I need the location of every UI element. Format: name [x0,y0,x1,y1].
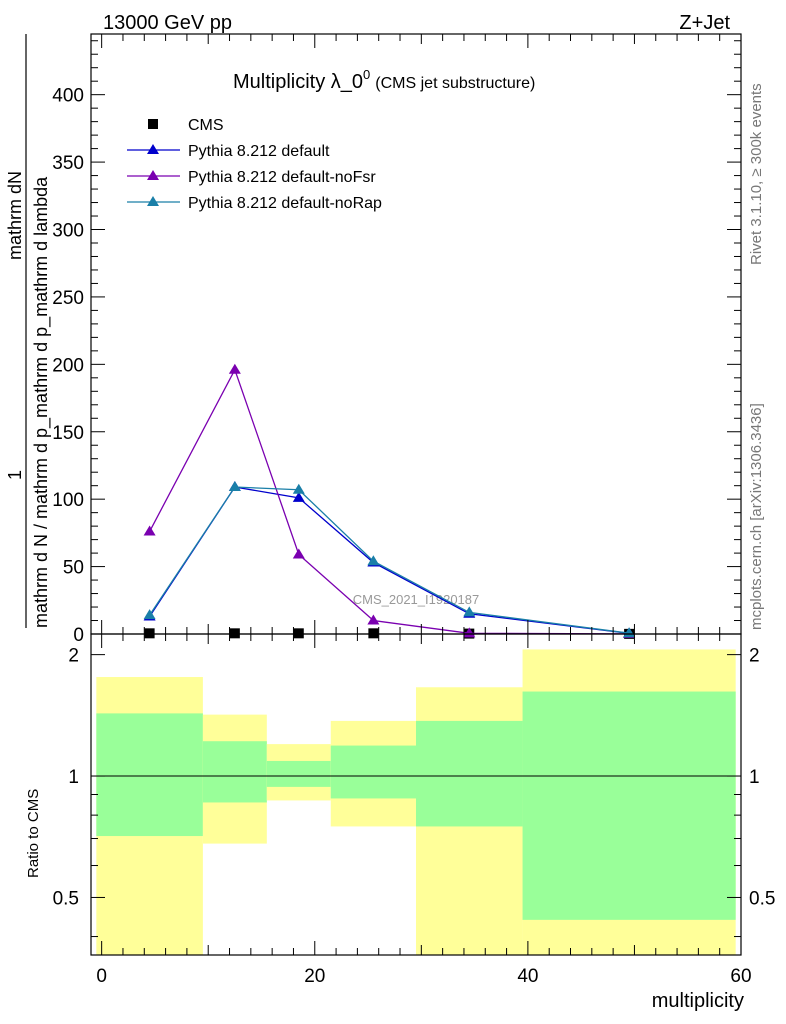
series-1-point-2 [292,491,305,502]
main-ytick-label-300: 300 [52,221,84,242]
main-ytick-label-400: 400 [52,86,84,107]
main-ytick-label-100: 100 [52,490,84,511]
legend-label-nofsr: Pythia 8.212 default-noFsr [188,169,376,186]
ratio-ytick-label-right-2: 2 [749,646,760,667]
main-ytick-label-250: 250 [52,288,84,309]
chart-title-superscript: 0 [363,67,370,82]
x-tick-label-0: 0 [96,966,107,987]
chart-title-suffix: (CMS jet substructure) [375,75,535,92]
ratio-green-band-1 [202,741,267,803]
main-ytick-label-150: 150 [52,423,84,444]
mcplots-label: mcplots.cern.ch [arXiv:1306.3436] [748,403,765,630]
x-tick-label-20: 20 [304,966,325,987]
ratio-ytick-label-right-0.5: 0.5 [749,888,775,909]
series-3-point-2 [292,483,305,494]
ratio-ytick-label-right-1: 1 [749,767,760,788]
cms-point-1 [229,628,240,639]
ratio-green-band-0 [96,713,203,837]
ratio-green-band-2 [266,760,331,787]
legend-label-cms: CMS [188,117,224,134]
ratio-green-band-3 [330,745,416,799]
legend-marker-nofsr [147,170,159,180]
cms-point-0 [144,628,155,639]
header-process: Z+Jet [679,12,730,34]
series-3-point-0 [143,609,156,620]
series-3-point-3 [367,555,380,566]
main-ytick-label-0: 0 [73,625,84,646]
main-ytick-label-350: 350 [52,153,84,174]
rivet-label: Rivet 3.1.10, ≥ 300k events [748,83,765,265]
series-2-point-4 [463,627,476,638]
series-3-point-4 [463,606,476,617]
x-tick-label-60: 60 [730,966,751,987]
chart-title: Multiplicity λ_00 (CMS jet substructure) [233,67,535,93]
legend-label-norap: Pythia 8.212 default-noRap [188,195,382,212]
ratio-bands [96,649,736,955]
header-energy: 13000 GeV pp [103,12,232,34]
ratio-green-band-4 [416,720,523,827]
ratio-green-band-5 [522,691,736,920]
legend-marker-default [147,144,159,154]
series-2-point-1 [228,363,241,374]
main-ylabel-denominator: mathrm d N / mathrm d p_mathrm d p_mathr… [31,176,52,628]
cms-point-2 [293,628,304,639]
series-2-point-0 [143,525,156,536]
watermark: CMS_2021_I1920187 [353,592,480,607]
main-ylabel-numerator: mathrm dN [5,171,25,260]
series-1-line [149,486,630,634]
main-ylabel-sub: 1 [5,470,25,480]
legend-marker-norap [147,196,159,206]
series-3-point-5 [623,627,636,638]
ratio-ylabel: Ratio to CMS [25,789,42,878]
chart-title-main: Multiplicity λ_0 [233,71,363,93]
series-3-point-1 [228,481,241,492]
ratio-ytick-label-left-0.5: 0.5 [53,888,79,909]
x-tick-label-40: 40 [517,966,538,987]
main-ytick-label-200: 200 [52,355,84,376]
legend: CMS Pythia 8.212 default Pythia 8.212 de… [127,117,382,212]
cms-point-3 [368,628,379,639]
series-2-point-3 [367,614,380,625]
ratio-ytick-label-left-1: 1 [68,767,79,788]
series-3-line [149,486,630,634]
legend-label-default: Pythia 8.212 default [188,143,330,160]
legend-marker-cms [148,119,158,129]
ratio-ytick-label-left-2: 2 [68,646,79,667]
x-axis-label: multiplicity [652,990,744,1012]
series-2-point-2 [292,548,305,559]
main-ytick-label-50: 50 [63,558,84,579]
